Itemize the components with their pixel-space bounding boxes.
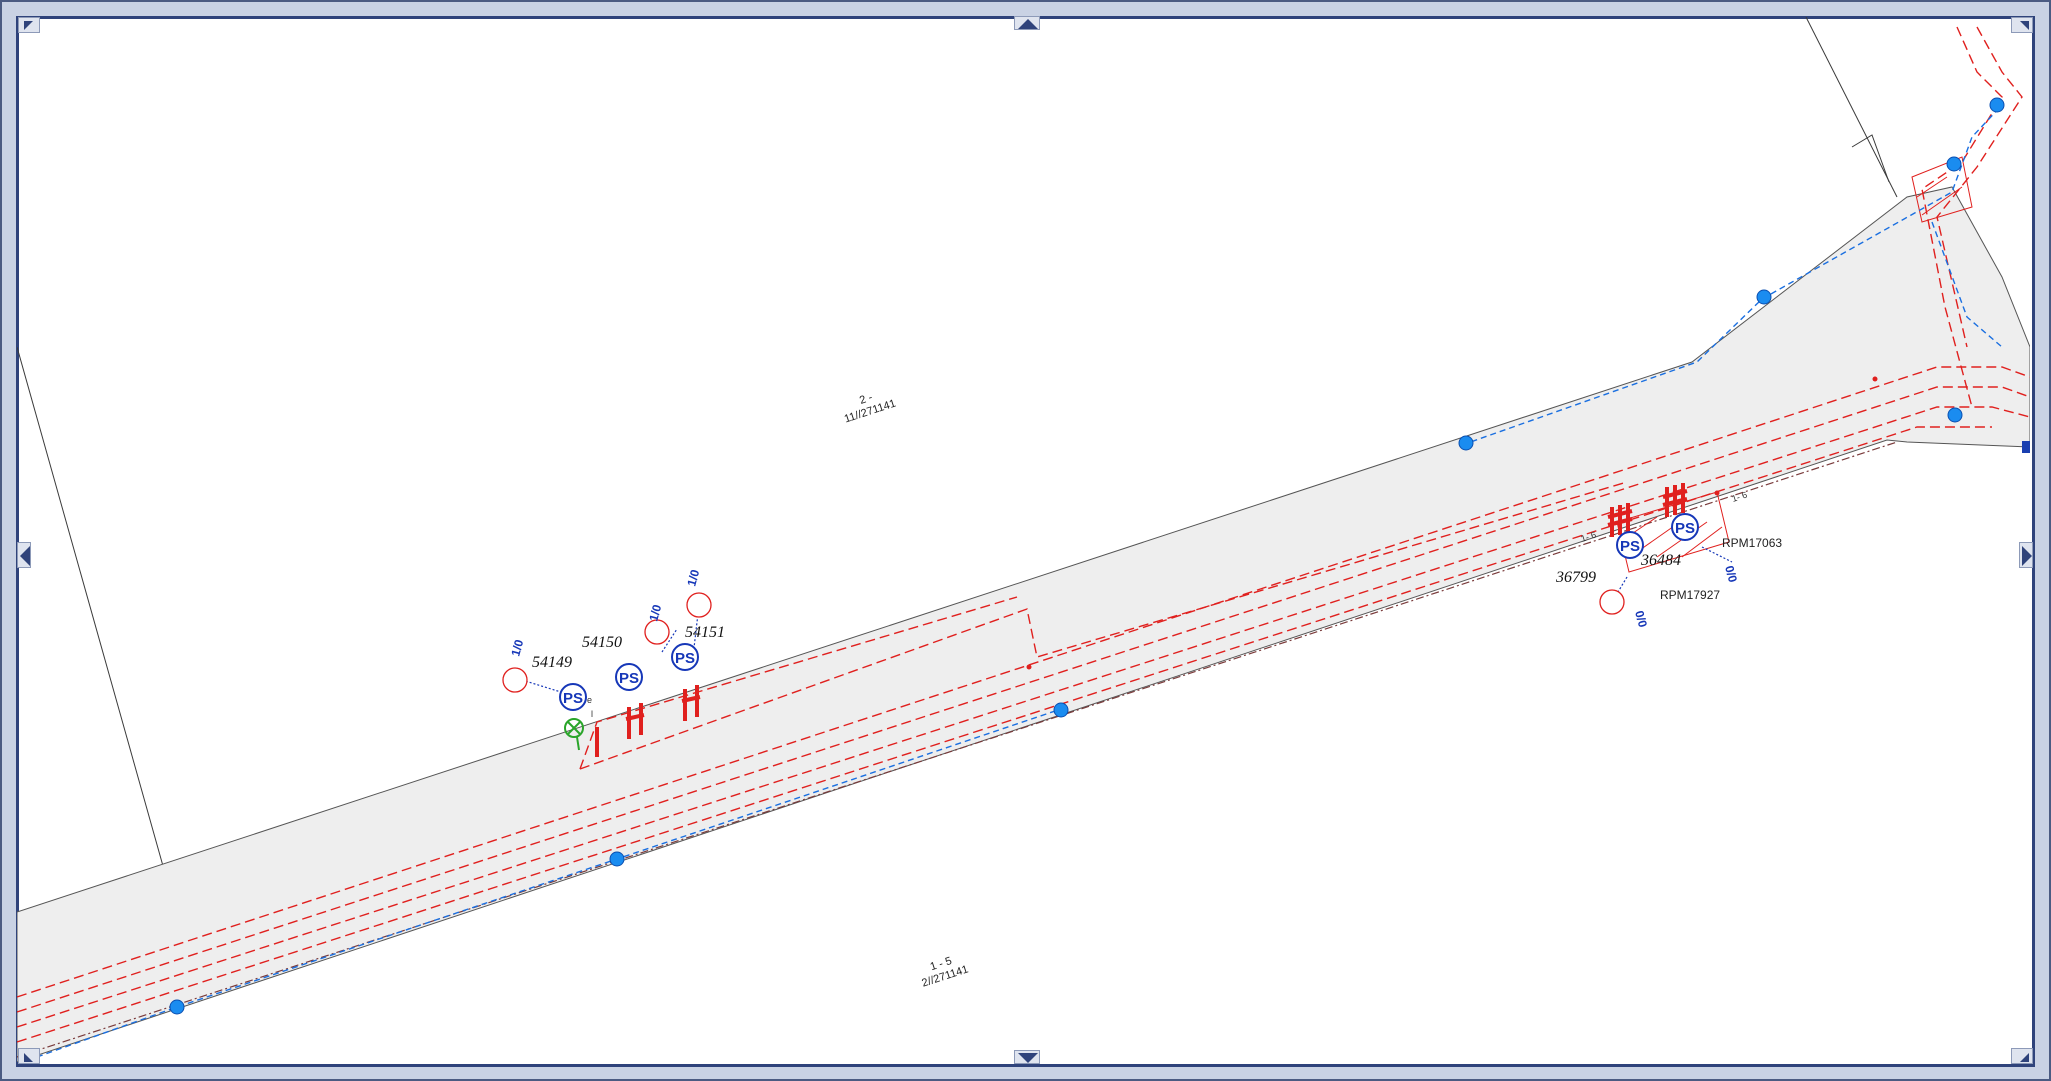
road-edge-line — [17, 441, 1898, 1058]
pan-up-button[interactable] — [1014, 16, 1040, 30]
reference-label: RPM17927 — [1660, 588, 1720, 602]
pole-symbol-icon — [615, 663, 643, 691]
svg-text:1- 6: 1- 6 — [1731, 490, 1749, 504]
svg-text:2 -: 2 - — [858, 391, 874, 406]
water-node — [1458, 435, 1474, 451]
svg-text:l: l — [591, 709, 593, 719]
parcel-label-bottom: 1 - 5 2//271141 — [920, 955, 969, 990]
cable-annotations: e l 1- 6 1- 6 — [587, 376, 1878, 719]
arrow-right-icon — [2022, 546, 2032, 566]
water-node — [1947, 407, 1963, 423]
pole-sub-label: 1/0 — [508, 638, 526, 658]
svg-text:1- 6: 1- 6 — [1580, 530, 1598, 544]
water-nodes — [169, 97, 2005, 1015]
pole-symbol-icon — [1671, 513, 1699, 541]
pan-down-button[interactable] — [1014, 1050, 1040, 1064]
utility-pole[interactable]: PS 54150 1/0 — [582, 603, 664, 691]
arrow-down-icon — [1018, 1053, 1038, 1063]
water-node — [1053, 702, 1069, 718]
pole-type-label: PS — [563, 690, 583, 707]
pan-right-button[interactable] — [2019, 542, 2033, 568]
arrow-left-icon — [20, 546, 30, 566]
arrow-down-right-icon — [2020, 1053, 2029, 1062]
arrow-up-icon — [1018, 19, 1038, 29]
water-node — [1989, 97, 2005, 113]
arrow-up-left-icon — [24, 21, 33, 30]
pole-type-label: PS — [1620, 538, 1640, 555]
map-canvas[interactable]: 2 - 11//271141 1 - 5 2//271141 PS 54149 1/… — [17, 17, 2030, 1062]
pole-number-label: 36799 — [1555, 569, 1596, 586]
pole-type-label: PS — [675, 650, 695, 667]
utility-pole[interactable]: PS 54151 1/0 — [671, 568, 725, 671]
pole-number-label: 54149 — [532, 654, 572, 671]
edge-marker — [2022, 441, 2030, 453]
pole-symbol-icon — [1616, 531, 1644, 559]
utility-pole[interactable]: PS 36484 0/0 — [1640, 513, 1740, 584]
poles-layer: PS 54149 1/0 PS 54150 1/0 PS 54151 1/0 PS 36799 0/0… — [508, 513, 1740, 711]
road-area — [17, 186, 2030, 1062]
water-node — [1946, 156, 1962, 172]
pan-up-right-button[interactable] — [2011, 17, 2033, 33]
power-cables — [17, 26, 2030, 1043]
utility-pole[interactable]: PS 36799 0/0 — [1555, 531, 1650, 629]
arrow-up-right-icon — [2020, 21, 2029, 30]
pole-type-label: PS — [1675, 520, 1695, 537]
pole-number-label: 54150 — [582, 634, 622, 651]
parcel-label-top: 2 - 11//271141 — [843, 391, 898, 425]
pole-symbol-icon — [559, 683, 587, 711]
pan-down-right-button[interactable] — [2011, 1048, 2033, 1064]
arrow-down-left-icon — [24, 1053, 33, 1062]
meter-circles — [502, 589, 1625, 693]
pan-up-left-button[interactable] — [18, 17, 40, 33]
water-node — [1756, 289, 1772, 305]
utility-pole[interactable]: PS 54149 1/0 — [508, 638, 587, 711]
pole-sub-label: 0/0 — [1722, 564, 1740, 584]
parcel-boundaries — [17, 17, 1898, 867]
transformer-symbols — [595, 483, 1688, 757]
pole-number-label: 36484 — [1640, 552, 1681, 569]
water-node — [609, 851, 625, 867]
pan-down-left-button[interactable] — [18, 1048, 40, 1064]
pole-symbol-icon — [671, 643, 699, 671]
pole-sub-label: 1/0 — [684, 568, 702, 588]
pole-number-label: 54151 — [685, 624, 725, 641]
pan-left-button[interactable] — [17, 542, 31, 568]
reference-label: RPM17063 — [1722, 536, 1782, 550]
svg-text:e: e — [587, 695, 592, 705]
water-node — [169, 999, 185, 1015]
water-line — [36, 104, 2003, 1058]
pole-connectors — [521, 546, 1733, 698]
pole-type-label: PS — [619, 670, 639, 687]
pole-sub-label: 1/0 — [646, 603, 664, 623]
hydrant-icon — [564, 718, 584, 751]
pole-sub-label: 0/0 — [1632, 609, 1650, 629]
